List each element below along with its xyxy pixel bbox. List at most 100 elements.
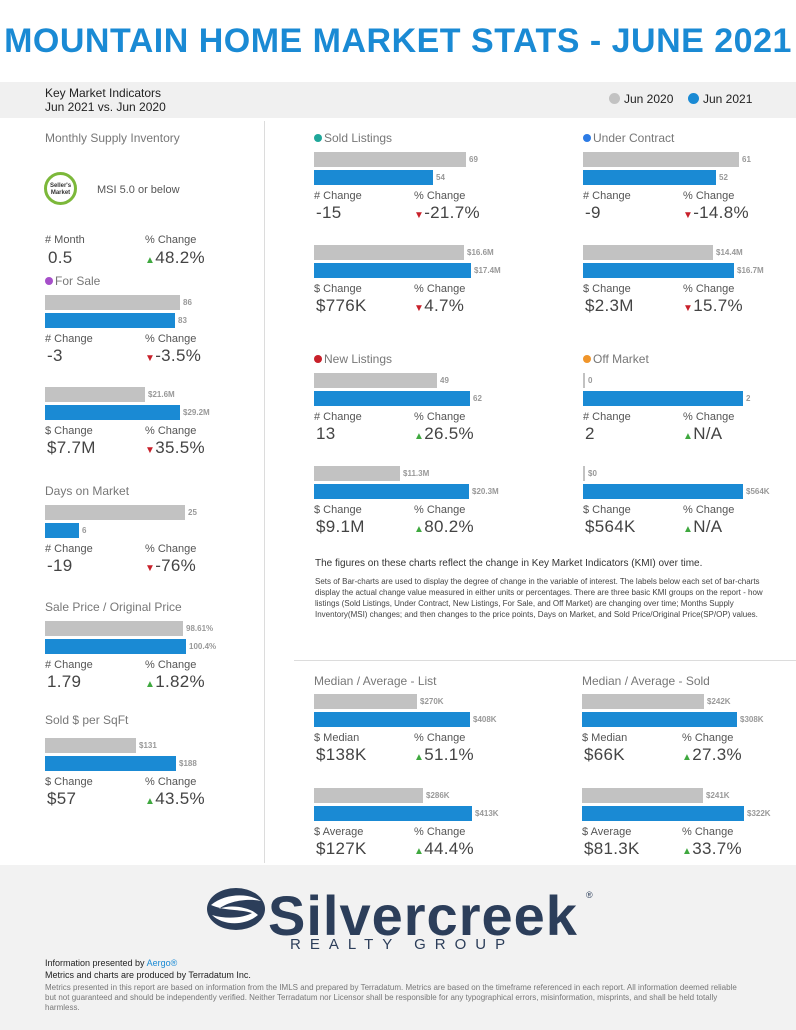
up-triangle-icon: ▲ (414, 524, 425, 535)
median-average-list-dollar-label-1: $ Average (314, 826, 364, 838)
sold-listings-dollar-change-text: 4.7% (424, 296, 465, 315)
off-market-title: Off Market (583, 352, 649, 366)
median-average-list-dollar-bar-2020 (314, 788, 423, 803)
off-market-dot-icon (583, 355, 591, 363)
median-average-sold-count-value-1: $66K (584, 745, 625, 764)
new-listings-dollar-bar-2020 (314, 466, 400, 481)
up-triangle-icon: ▲ (414, 846, 425, 857)
under-contract-count-value-1: -9 (585, 203, 601, 222)
under-contract-dot-icon (583, 134, 591, 142)
days-on-market-count-label-1: # Change (45, 543, 93, 555)
new-listings-dollar-value-1: $9.1M (316, 517, 365, 536)
median-average-sold-title: Median / Average - Sold (582, 674, 710, 688)
sold-listings-count-change-text: -21.7% (424, 203, 480, 222)
sold-listings-count-label-1: # Change (314, 190, 362, 202)
down-triangle-icon: ▼ (683, 210, 694, 221)
down-triangle-icon: ▼ (414, 303, 425, 314)
off-market-title-text: Off Market (593, 352, 649, 366)
legend-swatch-2020 (609, 93, 620, 104)
median-average-sold-dollar-bar-2020 (582, 788, 703, 803)
under-contract-title: Under Contract (583, 131, 674, 145)
under-contract-count-label-1: # Change (583, 190, 631, 202)
median-average-sold-title-text: Median / Average - Sold (582, 674, 710, 688)
off-market-count-bar-label-2020: 0 (588, 376, 593, 385)
median-average-list-title: Median / Average - List (314, 674, 437, 688)
sold-listings-dollar-bar-label-2021: $17.4M (474, 266, 501, 275)
sold-listings-dot-icon (314, 134, 322, 142)
off-market-dollar-bar-label-2020: $0 (588, 469, 597, 478)
under-contract-dollar-bar-2021 (583, 263, 734, 278)
off-market-count-label-2: % Change (683, 411, 735, 423)
msi-value-month: 0.5 (48, 248, 73, 267)
for-sale-dollar-bar-label-2021: $29.2M (183, 408, 210, 417)
produced-by: Metrics and charts are produced by Terra… (45, 970, 251, 980)
sale-price-original-title: Sale Price / Original Price (45, 600, 182, 614)
days-on-market-title-text: Days on Market (45, 484, 130, 498)
off-market-count-value-2: ▲N/A (683, 424, 722, 444)
page-title: MOUNTAIN HOME MARKET STATS - JUNE 2021 (4, 22, 792, 60)
for-sale-count-bar-2020 (45, 295, 180, 310)
median-average-sold-dollar-label-1: $ Average (582, 826, 632, 838)
new-listings-count-label-1: # Change (314, 411, 362, 423)
for-sale-title-text: For Sale (55, 274, 101, 288)
msi-label-month: # Month (45, 234, 85, 246)
sold-listings-count-bar-label-2020: 69 (469, 155, 478, 164)
sold-per-sqft-count-bar-label-2021: $188 (179, 759, 197, 768)
sold-listings-count-label-2: % Change (414, 190, 466, 202)
sellers-market-badge: Seller's Market (44, 172, 77, 205)
new-listings-count-bar-2021 (314, 391, 470, 406)
section-divider (294, 660, 796, 661)
median-average-list-count-value-2: ▲51.1% (414, 745, 474, 765)
sale-price-original-title-text: Sale Price / Original Price (45, 600, 182, 614)
off-market-dollar-bar-label-2021: $564K (746, 487, 770, 496)
sold-listings-dollar-value-1: $776K (316, 296, 367, 315)
legend-label-2020: Jun 2020 (624, 92, 674, 106)
median-average-list-count-label-1: $ Median (314, 732, 360, 744)
off-market-dollar-value-1: $564K (585, 517, 636, 536)
for-sale-count-bar-2021 (45, 313, 175, 328)
median-average-list-dollar-value-1: $127K (316, 839, 367, 858)
under-contract-count-bar-label-2021: 52 (719, 173, 728, 182)
for-sale-count-label-1: # Change (45, 333, 93, 345)
under-contract-dollar-value-2: ▼15.7% (683, 296, 743, 316)
median-average-list-dollar-bar-2021 (314, 806, 472, 821)
sold-per-sqft-count-bar-2020 (45, 738, 136, 753)
days-on-market-count-value-2: ▼-76% (145, 556, 196, 576)
up-triangle-icon: ▲ (145, 679, 156, 690)
sale-price-original-count-label-1: # Change (45, 659, 93, 671)
sold-listings-dollar-bar-2021 (314, 263, 471, 278)
msi-label-change: % Change (145, 234, 197, 246)
kmi-header: Key Market Indicators Jun 2021 vs. Jun 2… (0, 82, 796, 118)
median-average-list-dollar-change-text: 44.4% (424, 839, 474, 858)
days-on-market-count-label-2: % Change (145, 543, 197, 555)
median-average-sold-dollar-bar-label-2021: $322K (747, 809, 771, 818)
sale-price-original-count-bar-2020 (45, 621, 183, 636)
median-average-list-count-bar-label-2021: $408K (473, 715, 497, 724)
for-sale-count-label-2: % Change (145, 333, 197, 345)
sold-listings-title: Sold Listings (314, 131, 392, 145)
off-market-count-bar-2020 (583, 373, 585, 388)
sold-per-sqft-title-text: Sold $ per SqFt (45, 713, 129, 727)
aergo-link[interactable]: Aergo® (146, 958, 178, 968)
sold-per-sqft-count-value-2: ▲43.5% (145, 789, 205, 809)
for-sale-dollar-bar-2020 (45, 387, 145, 402)
under-contract-dollar-change-text: 15.7% (693, 296, 743, 315)
sold-listings-dollar-bar-2020 (314, 245, 464, 260)
median-average-sold-dollar-value-1: $81.3K (584, 839, 640, 858)
for-sale-dollar-label-2: % Change (145, 425, 197, 437)
off-market-count-bar-2021 (583, 391, 743, 406)
up-triangle-icon: ▲ (414, 431, 425, 442)
for-sale-dollar-bar-label-2020: $21.6M (148, 390, 175, 399)
for-sale-count-change-text: -3.5% (155, 346, 202, 365)
sold-listings-dollar-bar-label-2020: $16.6M (467, 248, 494, 257)
off-market-dollar-change-text: N/A (693, 517, 723, 536)
median-average-list-title-text: Median / Average - List (314, 674, 437, 688)
off-market-count-bar-label-2021: 2 (746, 394, 751, 403)
brand-registered: ® (586, 890, 593, 900)
under-contract-count-bar-label-2020: 61 (742, 155, 751, 164)
sale-price-original-count-bar-2021 (45, 639, 186, 654)
up-triangle-icon: ▲ (145, 255, 156, 266)
median-average-sold-dollar-value-2: ▲33.7% (682, 839, 742, 859)
sold-listings-count-value-1: -15 (316, 203, 342, 222)
sold-listings-dollar-label-1: $ Change (314, 283, 362, 295)
